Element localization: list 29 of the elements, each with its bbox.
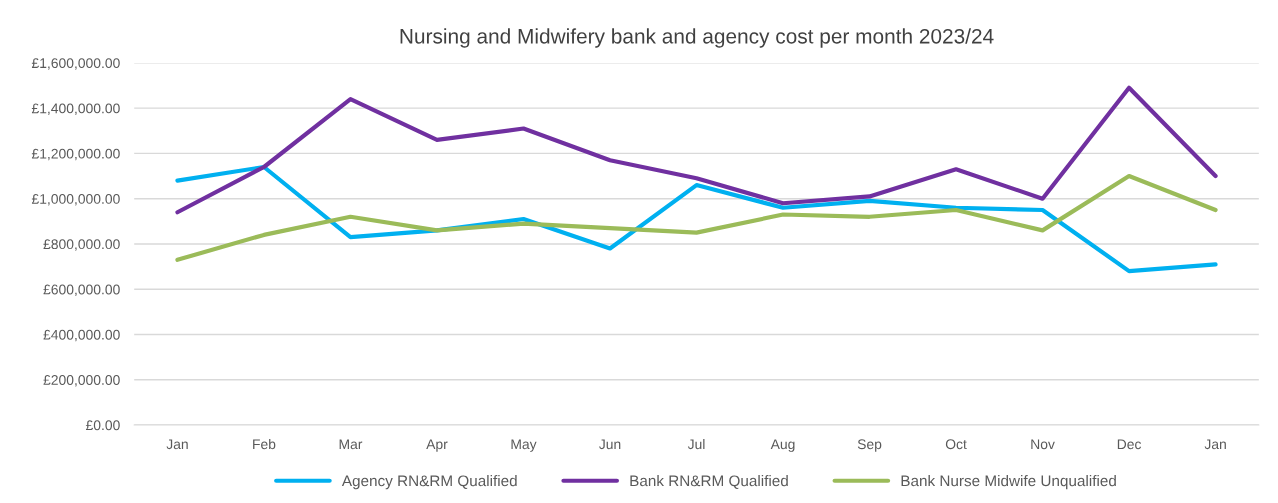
legend-label: Agency RN&RM Qualified xyxy=(341,475,517,490)
x-tick-label: Nov xyxy=(1031,439,1055,450)
line-series xyxy=(175,173,1218,262)
x-tick-label: Jan xyxy=(1204,439,1226,450)
x-tick-label: Aug xyxy=(770,439,795,452)
x-tick-label: Jan xyxy=(166,439,188,450)
x-tick-label: Sep xyxy=(857,439,882,452)
x-tick-label: Apr xyxy=(426,439,448,452)
y-tick-label: £200,000.00 xyxy=(43,375,120,387)
y-tick-label: £1,200,000.00 xyxy=(31,148,120,161)
line-series xyxy=(175,164,1218,274)
legend-label: Bank Nurse Midwife Unqualified xyxy=(901,475,1116,490)
y-tick-label: £1,000,000.00 xyxy=(31,194,120,206)
x-tick-label: Jun xyxy=(599,439,621,450)
chart-title: Nursing and Midwifery bank and agency cost per month 2023/24 xyxy=(400,28,994,48)
y-tick-label: £800,000.00 xyxy=(43,239,120,251)
y-tick-label: £1,600,000.00 xyxy=(31,58,120,70)
y-tick-label: £400,000.00 xyxy=(43,329,120,342)
legend-label: Bank RN&RM Qualified xyxy=(630,475,788,489)
x-tick-label: Oct xyxy=(945,439,967,450)
x-tick-label: Jul xyxy=(687,438,705,450)
y-tick-label: £0.00 xyxy=(85,420,120,431)
x-tick-label: Feb xyxy=(253,438,276,450)
line-series xyxy=(175,85,1218,215)
y-tick-label: £600,000.00 xyxy=(43,284,120,297)
x-tick-label: Dec xyxy=(1117,439,1142,450)
x-tick-label: May xyxy=(511,439,537,452)
y-tick-label: £1,400,000.00 xyxy=(31,103,120,115)
x-tick-label: Mar xyxy=(339,439,363,450)
